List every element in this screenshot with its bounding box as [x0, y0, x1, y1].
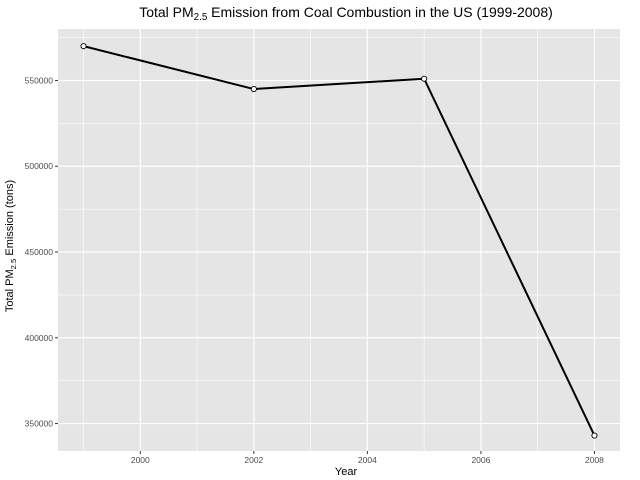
- major-gridlines: [58, 29, 620, 451]
- chart-title: Total PM2.5 Emission from Coal Combustio…: [139, 4, 553, 23]
- series-line: [83, 45, 596, 436]
- x-tick-label: 2002: [244, 455, 263, 465]
- minor-gridlines: [58, 29, 620, 451]
- y-axis-title: Total PM2.5 Emission (tons): [4, 180, 18, 312]
- y-tick-label: 450000: [25, 247, 54, 257]
- x-tick-labels: 2000 2002 2004 2006 2008: [131, 455, 604, 465]
- data-point-2008: [591, 432, 598, 439]
- y-tick-label: 550000: [25, 75, 54, 85]
- series-points: [80, 43, 598, 439]
- plot-panel: [58, 29, 620, 451]
- emission-line: [83, 45, 596, 436]
- y-tick-label: 500000: [25, 161, 54, 171]
- x-tick-label: 2004: [358, 455, 377, 465]
- data-point-2002: [250, 85, 257, 93]
- data-point-2005: [421, 75, 428, 82]
- x-tick-label: 2008: [585, 455, 604, 465]
- y-tick-label: 350000: [25, 419, 54, 429]
- data-point-1999: [80, 43, 87, 50]
- axis-ticks: [55, 79, 595, 454]
- x-tick-label: 2006: [471, 455, 490, 465]
- x-axis-title: Year: [335, 466, 358, 478]
- x-tick-label: 2000: [131, 455, 150, 465]
- y-tick-label: 400000: [25, 333, 54, 343]
- y-tick-labels: 350000 400000 450000 500000 550000: [25, 75, 54, 428]
